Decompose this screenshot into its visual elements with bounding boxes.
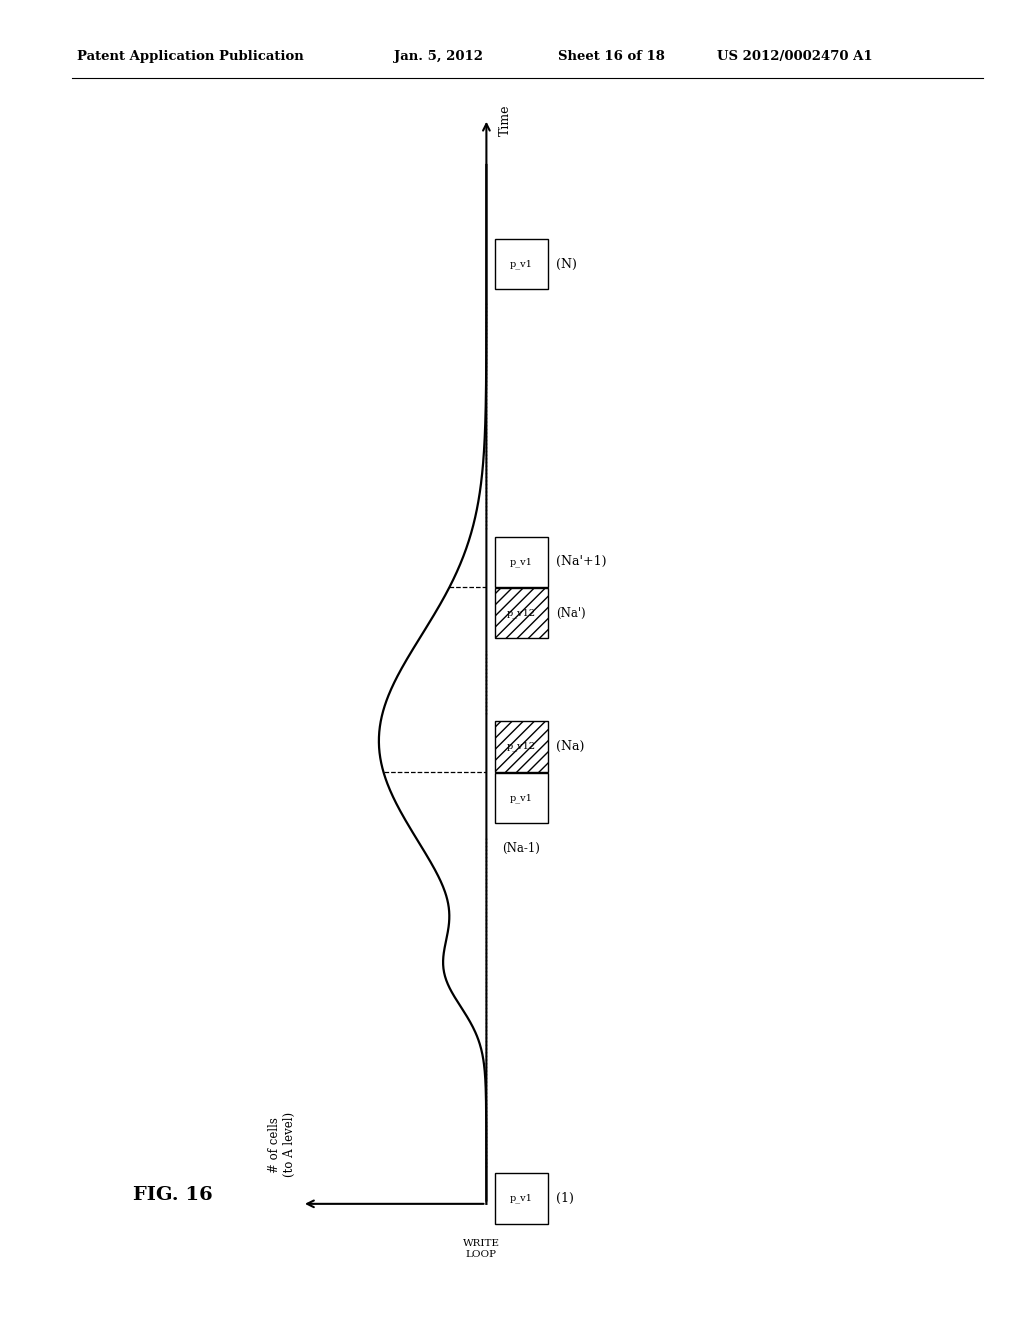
Text: (Na): (Na) xyxy=(556,741,585,752)
Text: Jan. 5, 2012: Jan. 5, 2012 xyxy=(394,50,483,63)
Text: p_v12: p_v12 xyxy=(507,609,536,618)
Text: # of cells
(to A level): # of cells (to A level) xyxy=(267,1113,296,1177)
Text: (N): (N) xyxy=(556,257,577,271)
Text: Sheet 16 of 18: Sheet 16 of 18 xyxy=(558,50,665,63)
Bar xyxy=(495,774,548,824)
Text: Patent Application Publication: Patent Application Publication xyxy=(77,50,303,63)
Bar xyxy=(495,536,548,586)
Text: p_v1: p_v1 xyxy=(510,1193,532,1204)
Text: US 2012/0002470 A1: US 2012/0002470 A1 xyxy=(717,50,872,63)
Text: p_v1: p_v1 xyxy=(510,557,532,566)
Bar xyxy=(495,1173,548,1224)
Text: (Na-1): (Na-1) xyxy=(503,842,540,855)
Text: p_v1: p_v1 xyxy=(510,259,532,269)
Bar xyxy=(495,722,548,771)
Text: WRITE
LOOP: WRITE LOOP xyxy=(463,1239,500,1259)
Text: (Na'): (Na') xyxy=(556,607,586,619)
Text: FIG. 16: FIG. 16 xyxy=(133,1185,213,1204)
Bar xyxy=(495,587,548,638)
Text: (1): (1) xyxy=(556,1192,573,1205)
Text: (Na'+1): (Na'+1) xyxy=(556,556,606,568)
Text: Time: Time xyxy=(499,104,512,136)
Bar xyxy=(495,239,548,289)
Text: p_v1: p_v1 xyxy=(510,793,532,803)
Text: p_v12: p_v12 xyxy=(507,742,536,751)
